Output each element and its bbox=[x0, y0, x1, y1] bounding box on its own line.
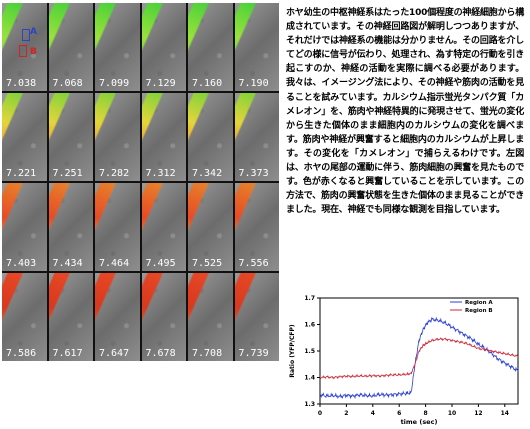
imaging-frame: 7.556 bbox=[234, 183, 279, 271]
frame-time-label: 7.495 bbox=[145, 258, 176, 269]
y-tick-label: 1.4 bbox=[304, 375, 315, 382]
imaging-frame: 7.129 bbox=[141, 3, 186, 91]
frame-time-label: 7.434 bbox=[52, 258, 83, 269]
x-tick-label: 4 bbox=[371, 410, 375, 417]
imaging-frame: 7.434 bbox=[48, 183, 93, 271]
imaging-frame: 7.190 bbox=[234, 3, 279, 91]
frame-time-label: 7.160 bbox=[192, 78, 223, 89]
frame-time-label: 7.099 bbox=[99, 78, 130, 89]
imaging-frame: 7.708 bbox=[188, 273, 233, 361]
frame-time-label: 7.221 bbox=[6, 168, 37, 179]
region-b-box bbox=[19, 45, 27, 57]
imaging-frame: 7.068 bbox=[48, 3, 93, 91]
imaging-frame: 7.586 bbox=[2, 273, 47, 361]
x-tick-label: 6 bbox=[397, 410, 401, 417]
imaging-frame: 7.221 bbox=[2, 93, 47, 181]
imaging-frame: 7.495 bbox=[141, 183, 186, 271]
imaging-frame: 7.282 bbox=[95, 93, 140, 181]
region-a-box bbox=[22, 29, 30, 41]
imaging-frame: 7.464 bbox=[95, 183, 140, 271]
frame-time-label: 7.129 bbox=[145, 78, 176, 89]
frame-time-label: 7.678 bbox=[145, 348, 176, 359]
frame-time-label: 7.403 bbox=[6, 258, 37, 269]
imaging-frame: 7.160 bbox=[188, 3, 233, 91]
frame-time-label: 7.038 bbox=[6, 78, 37, 89]
frame-time-label: 7.708 bbox=[192, 348, 223, 359]
x-tick-label: 0 bbox=[318, 410, 322, 417]
x-tick-label: 8 bbox=[424, 410, 428, 417]
imaging-frame: 7.678 bbox=[141, 273, 186, 361]
frame-time-label: 7.586 bbox=[6, 348, 37, 359]
imaging-frame: 7.647 bbox=[95, 273, 140, 361]
frame-time-label: 7.373 bbox=[238, 168, 269, 179]
imaging-frame: 7.312 bbox=[141, 93, 186, 181]
imaging-frame-grid: A B 7.038 7.068 7.099 7.129 7.160 7.190 7.221 7.2… bbox=[2, 3, 279, 361]
legend-entry: Region B bbox=[465, 308, 493, 314]
imaging-frame: 7.403 bbox=[2, 183, 47, 271]
x-tick-label: 12 bbox=[474, 410, 482, 417]
series-line-region-b bbox=[319, 337, 519, 380]
frame-time-label: 7.251 bbox=[52, 168, 83, 179]
y-tick-label: 1.6 bbox=[304, 322, 315, 329]
x-tick-label: 2 bbox=[344, 410, 348, 417]
x-tick-label: 14 bbox=[501, 410, 509, 417]
frame-time-label: 7.312 bbox=[145, 168, 176, 179]
frame-time-label: 7.617 bbox=[52, 348, 83, 359]
frame-time-label: 7.464 bbox=[99, 258, 130, 269]
frame-time-label: 7.282 bbox=[99, 168, 130, 179]
imaging-frame: 7.342 bbox=[188, 93, 233, 181]
frame-time-label: 7.739 bbox=[238, 348, 269, 359]
region-a-marker: A bbox=[30, 27, 37, 37]
frame-time-label: 7.190 bbox=[238, 78, 269, 89]
series-line-region-a bbox=[319, 316, 519, 400]
x-tick-label: 10 bbox=[448, 410, 456, 417]
frame-time-label: 7.068 bbox=[52, 78, 83, 89]
y-tick-label: 1.7 bbox=[304, 295, 315, 302]
frame-time-label: 7.342 bbox=[192, 168, 223, 179]
imaging-frame: 7.373 bbox=[234, 93, 279, 181]
imaging-frame: 7.251 bbox=[48, 93, 93, 181]
frame-time-label: 7.647 bbox=[99, 348, 130, 359]
ratio-chart: 0 2 4 6 8 10 12 14 1.3 1.4 1.5 1.6 1.7 time (sec) Rati… bbox=[289, 295, 519, 426]
imaging-frame: 7.617 bbox=[48, 273, 93, 361]
legend-entry: Region A bbox=[465, 300, 493, 306]
imaging-frame: 7.099 bbox=[95, 3, 140, 91]
y-tick-label: 1.3 bbox=[304, 401, 315, 408]
frame-time-label: 7.525 bbox=[192, 258, 223, 269]
imaging-frame: A B 7.038 bbox=[2, 3, 47, 91]
y-tick-label: 1.5 bbox=[304, 348, 315, 355]
imaging-frame: 7.525 bbox=[188, 183, 233, 271]
y-axis-label: Ratio (YFP/CFP) bbox=[289, 324, 296, 377]
region-b-marker: B bbox=[30, 47, 37, 57]
description-text: ホヤ幼生の中枢神経系はたった100個程度の神経細胞から構成されています。その神経… bbox=[286, 8, 525, 216]
x-axis-label: time (sec) bbox=[401, 418, 438, 426]
frame-time-label: 7.556 bbox=[238, 258, 269, 269]
imaging-frame: 7.739 bbox=[234, 273, 279, 361]
